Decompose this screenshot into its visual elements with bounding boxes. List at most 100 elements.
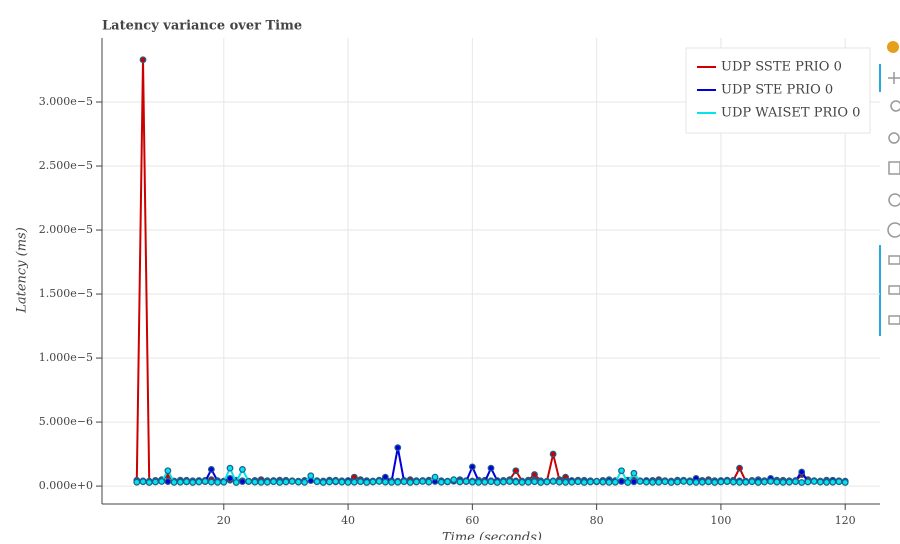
- data-point: [717, 478, 725, 486]
- data-point: [618, 467, 625, 475]
- data-point: [394, 444, 402, 452]
- data-point: [580, 479, 588, 486]
- data-point: [133, 478, 141, 486]
- data-point: [326, 478, 333, 486]
- data-point: [282, 478, 290, 486]
- data-point: [301, 478, 308, 486]
- data-point: [549, 478, 557, 485]
- y-tick-label: 1.500e−5: [39, 287, 93, 300]
- y-tick-label: 1.000e−5: [39, 351, 93, 364]
- data-point: [568, 478, 576, 486]
- data-point: [667, 479, 675, 486]
- data-point: [835, 478, 843, 486]
- data-point: [748, 478, 756, 486]
- data-point: [487, 464, 495, 472]
- data-point: [270, 478, 277, 486]
- data-point: [195, 478, 203, 486]
- save-tool[interactable]: [888, 161, 900, 175]
- data-point: [444, 478, 451, 486]
- data-point: [232, 479, 240, 486]
- data-point: [214, 478, 221, 486]
- wheel-zoom-tool[interactable]: [888, 132, 900, 144]
- data-point: [705, 478, 712, 486]
- data-point: [531, 471, 538, 478]
- data-point: [661, 478, 669, 486]
- data-point: [152, 478, 159, 486]
- data-point: [674, 478, 681, 486]
- data-point: [512, 467, 520, 475]
- data-point: [754, 479, 762, 486]
- data-point: [562, 478, 569, 486]
- data-point: [624, 479, 632, 486]
- data-point: [413, 478, 420, 486]
- reset-tool[interactable]: [888, 193, 900, 207]
- data-point: [642, 478, 650, 486]
- data-point: [394, 478, 402, 486]
- data-point: [226, 474, 234, 482]
- help-tool[interactable]: [887, 222, 900, 238]
- data-point: [810, 478, 818, 485]
- data-point: [350, 478, 358, 486]
- data-point: [798, 479, 806, 486]
- logo: [887, 41, 899, 53]
- data-point: [736, 464, 743, 472]
- data-point: [773, 478, 781, 486]
- data-point: [406, 479, 414, 486]
- data-point: [742, 478, 750, 486]
- data-point: [692, 478, 700, 486]
- data-point: [239, 478, 246, 485]
- data-point: [251, 478, 259, 486]
- data-point: [307, 472, 315, 480]
- data-point: [500, 478, 507, 486]
- data-point: [245, 478, 253, 485]
- data-point: [468, 463, 476, 471]
- data-point: [276, 479, 284, 486]
- data-point: [816, 478, 824, 486]
- data-point: [388, 478, 395, 486]
- data-point: [593, 478, 601, 485]
- data-point: [549, 450, 557, 458]
- data-point: [139, 56, 147, 64]
- data-point: [723, 478, 731, 485]
- data-point: [587, 478, 594, 486]
- data-point: [798, 468, 806, 476]
- data-point: [431, 473, 439, 481]
- data-point: [357, 478, 364, 486]
- data-point: [207, 466, 215, 473]
- data-point: [201, 478, 209, 485]
- data-point: [475, 478, 482, 486]
- chart-title: Latency variance over Time: [102, 19, 302, 34]
- data-point: [369, 478, 377, 486]
- data-point: [736, 478, 743, 486]
- zoom-tool[interactable]: [890, 100, 900, 112]
- legend-label: UDP STE PRIO 0: [721, 83, 833, 98]
- data-point: [419, 478, 427, 485]
- data-point: [257, 478, 265, 486]
- series: [133, 464, 849, 486]
- data-point: [226, 464, 234, 472]
- data-point: [611, 478, 619, 486]
- hover-tool[interactable]: [888, 255, 900, 265]
- x-tick-label: 120: [835, 514, 856, 527]
- data-point: [450, 476, 458, 484]
- data-point: [158, 478, 166, 485]
- pan-tool[interactable]: [888, 72, 900, 84]
- data-point: [220, 478, 228, 486]
- data-point: [294, 478, 302, 486]
- data-point: [555, 478, 563, 486]
- y-tick-label: 3.000e−5: [39, 95, 93, 108]
- data-point: [164, 467, 172, 475]
- hover-tool[interactable]: [888, 315, 900, 325]
- data-point: [381, 478, 389, 486]
- data-point: [437, 478, 445, 486]
- data-point: [481, 478, 489, 486]
- data-point: [375, 478, 383, 485]
- data-point: [518, 478, 526, 486]
- data-point: [537, 479, 545, 486]
- data-point: [792, 478, 799, 486]
- hover-tool[interactable]: [888, 285, 900, 295]
- x-tick-label: 20: [217, 514, 231, 527]
- data-point: [779, 478, 787, 486]
- data-point: [686, 478, 694, 486]
